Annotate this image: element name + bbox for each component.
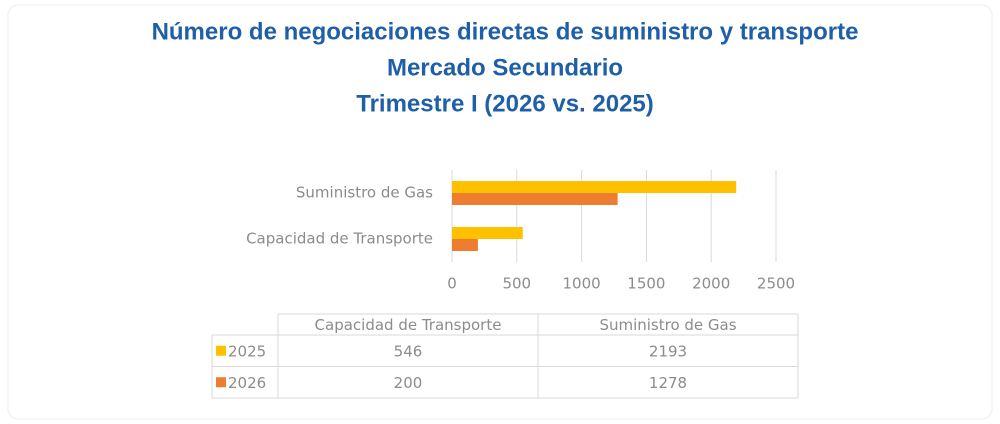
x-tick-label: 500: [502, 275, 531, 293]
x-tick-label: 0: [447, 275, 457, 293]
y-tick-label: Suministro de Gas: [296, 184, 433, 202]
legend-label: 2026: [228, 374, 266, 392]
legend-swatch: [216, 345, 226, 356]
legend-label: 2025: [228, 342, 266, 360]
table-header: Suministro de Gas: [599, 316, 736, 334]
bar: [452, 193, 618, 205]
chart-title: Mercado Secundario: [387, 54, 623, 81]
legend-swatch: [216, 377, 226, 388]
bar: [452, 181, 737, 193]
y-tick-label: Capacidad de Transporte: [246, 230, 433, 248]
chart-title: Número de negociaciones directas de sumi…: [152, 18, 859, 45]
table-value: 1278: [649, 374, 687, 392]
table-cell: [537, 366, 799, 399]
table-value: 200: [394, 374, 423, 392]
bar: [452, 227, 523, 239]
x-tick-label: 2500: [757, 275, 795, 293]
x-tick-label: 1000: [563, 275, 601, 293]
chart-title: Trimestre I (2026 vs. 2025): [356, 90, 654, 117]
x-tick-label: 2000: [692, 275, 730, 293]
x-tick-label: 1500: [627, 275, 665, 293]
table-header: Capacidad de Transporte: [315, 316, 502, 334]
bar: [452, 239, 478, 251]
table-value: 2193: [649, 342, 687, 360]
card: [7, 4, 993, 420]
table-value: 546: [394, 342, 423, 360]
